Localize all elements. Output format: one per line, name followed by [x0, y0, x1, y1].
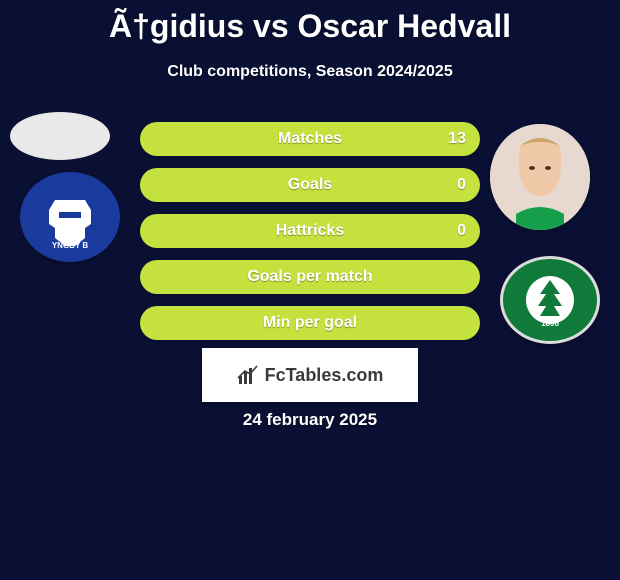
stat-label: Matches — [278, 130, 342, 148]
player-face-icon — [490, 124, 590, 230]
stat-row: Hattricks 0 — [140, 214, 480, 248]
tree-club-icon: 1896 — [510, 260, 590, 340]
page-subtitle: Club competitions, Season 2024/2025 — [0, 63, 620, 81]
stat-row: Goals per match — [140, 260, 480, 294]
stat-label: Hattricks — [276, 222, 344, 240]
club-left-label: YNGBY B — [52, 241, 89, 250]
viking-head-icon: YNGBY B — [35, 182, 105, 252]
stat-value: 0 — [457, 176, 466, 194]
stat-row: Goals 0 — [140, 168, 480, 202]
club-right-badge: 1896 — [500, 256, 600, 344]
stat-value: 0 — [457, 222, 466, 240]
club-left-badge: YNGBY B — [20, 172, 120, 262]
stat-label: Goals — [288, 176, 332, 194]
stat-row: Matches 13 — [140, 122, 480, 156]
club-right-year: 1896 — [541, 319, 559, 328]
stat-row: Min per goal — [140, 306, 480, 340]
stat-label: Min per goal — [263, 314, 357, 332]
player-right-avatar — [490, 124, 590, 230]
branding-text: FcTables.com — [265, 365, 384, 386]
chart-icon — [237, 364, 259, 386]
date-label: 24 february 2025 — [0, 410, 620, 430]
player-left-avatar — [10, 112, 110, 160]
branding-badge: FcTables.com — [202, 348, 418, 402]
stat-value: 13 — [448, 130, 466, 148]
stat-label: Goals per match — [247, 268, 372, 286]
stats-list: Matches 13 Goals 0 Hattricks 0 Goals per… — [140, 122, 480, 352]
page-title: Ã†gidius vs Oscar Hedvall — [0, 0, 620, 45]
